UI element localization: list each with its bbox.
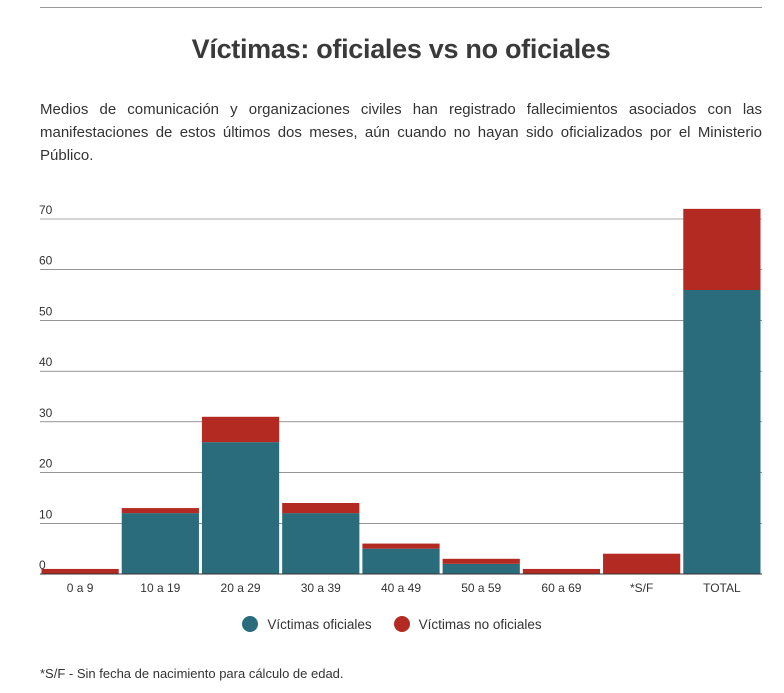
x-tick-label-6: 60 a 69 bbox=[541, 581, 581, 595]
x-tick-label-8: TOTAL bbox=[703, 581, 741, 595]
legend-label-no-oficiales: Víctimas no oficiales bbox=[418, 616, 542, 632]
y-tick-label-70: 70 bbox=[39, 203, 53, 217]
legend-item-no-oficiales[interactable]: Víctimas no oficiales bbox=[393, 616, 542, 632]
legend-label-oficiales: Víctimas oficiales bbox=[267, 616, 372, 632]
bar-oficiales-8 bbox=[683, 290, 761, 574]
footnote: *S/F - Sin fecha de nacimiento para cálc… bbox=[40, 666, 344, 681]
bar-oficiales-2 bbox=[201, 442, 280, 574]
bar-no-oficiales-2 bbox=[201, 416, 280, 443]
x-tick-label-1: 10 a 19 bbox=[140, 581, 180, 595]
bar-oficiales-5 bbox=[442, 563, 520, 574]
y-tick-label-30: 30 bbox=[39, 406, 53, 420]
bar-no-oficiales-4 bbox=[362, 543, 440, 549]
bar-no-oficiales-5 bbox=[442, 558, 520, 564]
chart-title: Víctimas: oficiales vs no oficiales bbox=[191, 34, 611, 64]
x-tick-label-2: 20 a 29 bbox=[221, 581, 261, 595]
y-tick-label-20: 20 bbox=[39, 457, 53, 471]
bar-no-oficiales-6 bbox=[522, 568, 601, 574]
x-tick-label-0: 0 a 9 bbox=[67, 581, 94, 595]
y-tick-label-0: 0 bbox=[39, 558, 46, 572]
y-tick-label-60: 60 bbox=[39, 254, 53, 268]
legend-item-oficiales[interactable]: Víctimas oficiales bbox=[242, 616, 372, 632]
legend-swatch-no-oficiales bbox=[393, 616, 410, 632]
y-tick-label-50: 50 bbox=[39, 304, 53, 318]
stacked-bar-chart: 0 10 20 30 40 50 60 70 0 a 9 10 a 19 20 a 29 30 a 3… bbox=[39, 203, 762, 595]
x-tick-label-3: 30 a 39 bbox=[301, 581, 341, 595]
legend-swatch-oficiales bbox=[242, 616, 259, 632]
bar-no-oficiales-3 bbox=[282, 503, 360, 514]
x-tick-label-7: *S/F bbox=[630, 581, 653, 595]
bar-no-oficiales-0 bbox=[41, 568, 119, 574]
y-tick-label-10: 10 bbox=[39, 507, 53, 521]
bar-oficiales-4 bbox=[362, 548, 440, 574]
x-tick-label-5: 50 a 59 bbox=[461, 581, 501, 595]
chart-subtitle: Medios de comunicación y organizaciones … bbox=[40, 101, 762, 164]
x-tick-label-4: 40 a 49 bbox=[381, 581, 421, 595]
top-divider bbox=[40, 7, 762, 8]
bar-no-oficiales-7 bbox=[603, 553, 681, 574]
legend: Víctimas oficiales Víctimas no oficiales bbox=[0, 616, 784, 632]
y-tick-label-40: 40 bbox=[39, 355, 53, 369]
bar-no-oficiales-8 bbox=[683, 208, 761, 290]
bar-no-oficiales-1 bbox=[121, 508, 199, 514]
bar-oficiales-3 bbox=[282, 513, 360, 574]
bar-oficiales-1 bbox=[121, 513, 199, 574]
